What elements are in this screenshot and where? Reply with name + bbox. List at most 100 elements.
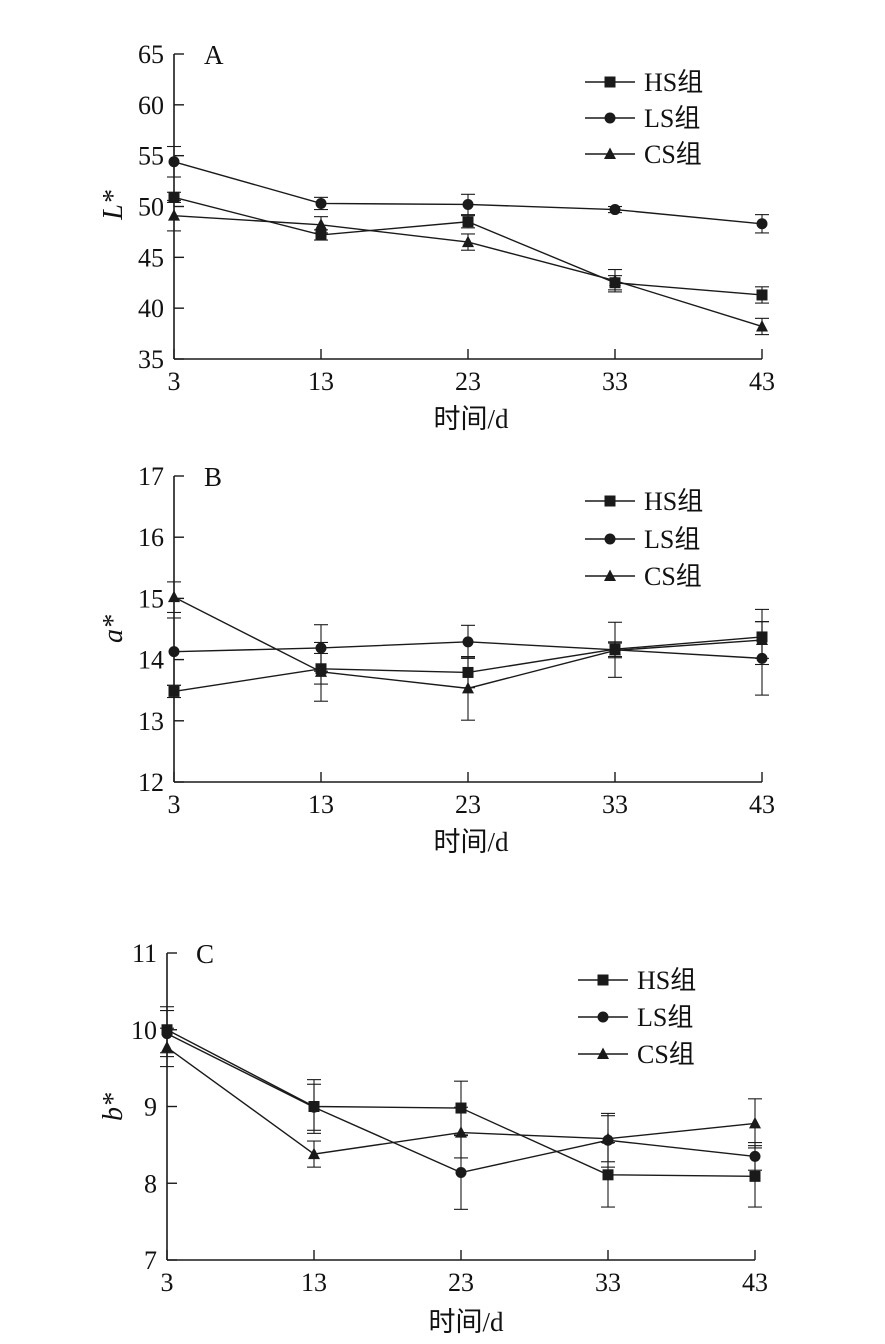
y-tick-label: 60 xyxy=(138,91,164,120)
series-triangle xyxy=(167,581,769,721)
y-tick-label: 13 xyxy=(138,707,164,736)
y-tick-label: 8 xyxy=(144,1169,157,1198)
data-point xyxy=(749,1150,761,1162)
data-point xyxy=(315,229,327,241)
data-point xyxy=(168,156,180,168)
legend-marker xyxy=(604,495,616,507)
data-point xyxy=(168,209,180,221)
legend-label: HS组 xyxy=(644,68,703,97)
y-tick-label: 55 xyxy=(138,142,164,171)
data-point xyxy=(602,1132,614,1144)
data-point xyxy=(609,204,621,216)
x-tick-label: 43 xyxy=(749,367,775,396)
y-tick-label: 40 xyxy=(138,294,164,323)
y-tick-label: 16 xyxy=(138,523,164,552)
y-tick-label: 10 xyxy=(131,1016,157,1045)
x-tick-label: 23 xyxy=(455,367,481,396)
x-tick-label: 33 xyxy=(602,790,628,819)
x-tick-label: 3 xyxy=(161,1268,174,1297)
legend-entry: HS组 xyxy=(585,487,703,516)
x-tick-label: 23 xyxy=(455,790,481,819)
legend-entry: HS组 xyxy=(585,68,703,97)
y-tick-label: 9 xyxy=(144,1093,157,1122)
legend-marker xyxy=(604,76,616,88)
data-point xyxy=(749,1116,761,1129)
legend-label: HS组 xyxy=(637,966,696,995)
y-tick-label: 17 xyxy=(138,462,164,491)
data-point xyxy=(168,685,180,697)
legend-label: CS组 xyxy=(644,140,702,169)
data-point xyxy=(756,633,768,646)
x-tick-label: 43 xyxy=(749,790,775,819)
data-point xyxy=(462,681,474,694)
legend-marker xyxy=(597,1047,609,1059)
y-tick-label: 50 xyxy=(138,193,164,222)
data-point xyxy=(315,197,327,209)
y-tick-label: 11 xyxy=(132,939,157,968)
chart-panel-a: 35 40 45 50 55 60 65 3 13 23 33 43 时间/d L* A HS组 LS组 CS组 xyxy=(98,40,775,434)
y-tick-label: 45 xyxy=(138,243,164,272)
x-tick-label: 23 xyxy=(448,1268,474,1297)
y-axis-label: L* xyxy=(98,190,129,221)
data-point xyxy=(462,636,474,648)
x-tick-label: 13 xyxy=(301,1268,327,1297)
x-tick-label: 3 xyxy=(168,367,181,396)
data-point xyxy=(602,1169,614,1181)
x-axis-label: 时间/d xyxy=(433,827,509,857)
legend-entry: CS组 xyxy=(578,1040,695,1069)
data-point xyxy=(462,235,474,248)
legend-label: LS组 xyxy=(644,525,700,554)
series-circle xyxy=(167,145,769,234)
x-tick-label: 33 xyxy=(602,367,628,396)
x-tick-label: 13 xyxy=(308,367,334,396)
legend-marker xyxy=(604,147,616,159)
data-point xyxy=(455,1126,467,1138)
series-line xyxy=(173,214,763,328)
y-tick-label: 35 xyxy=(138,345,164,374)
data-point xyxy=(455,1167,467,1179)
panel-label: A xyxy=(204,40,224,70)
y-axis-label: a* xyxy=(98,615,129,643)
legend-entry: LS组 xyxy=(585,104,700,133)
legend-label: CS组 xyxy=(644,562,702,591)
x-tick-label: 3 xyxy=(168,790,181,819)
data-point xyxy=(756,218,768,230)
legend-label: LS组 xyxy=(644,104,700,133)
y-tick-label: 12 xyxy=(138,768,164,797)
y-tick-label: 7 xyxy=(144,1246,157,1275)
chart-panel-c: 7 8 9 10 11 3 13 23 33 43 时间/d b* C HS组 LS组 CS组 xyxy=(98,939,768,1337)
data-point xyxy=(168,191,180,203)
data-point xyxy=(462,198,474,210)
y-tick-label: 14 xyxy=(138,646,164,675)
x-axis-label: 时间/d xyxy=(433,404,509,434)
legend-marker xyxy=(597,974,609,986)
legend-entry: HS组 xyxy=(578,966,696,995)
data-point xyxy=(315,218,327,230)
legend-label: LS组 xyxy=(637,1003,693,1032)
legend-entry: LS组 xyxy=(585,525,700,554)
y-tick-label: 65 xyxy=(138,40,164,69)
data-point xyxy=(168,646,180,658)
legend-marker xyxy=(604,569,616,581)
legend-marker xyxy=(604,112,616,124)
panel-label: B xyxy=(204,462,222,492)
x-tick-label: 43 xyxy=(742,1268,768,1297)
series-triangle xyxy=(160,1027,762,1168)
y-tick-label: 15 xyxy=(138,584,164,613)
data-point xyxy=(168,590,180,603)
legend-label: HS组 xyxy=(644,487,703,516)
legend-entry: LS组 xyxy=(578,1003,693,1032)
x-tick-label: 33 xyxy=(595,1268,621,1297)
data-point xyxy=(609,274,621,286)
panel-label: C xyxy=(196,939,214,969)
data-point xyxy=(756,319,768,332)
series-triangle xyxy=(167,199,769,336)
data-point xyxy=(609,643,621,656)
y-axis-label: b* xyxy=(98,1093,129,1121)
legend-entry: CS组 xyxy=(585,140,702,169)
legend-marker xyxy=(597,1011,609,1023)
data-point xyxy=(756,289,768,301)
chart-panel-b: 12 13 14 15 16 17 3 13 23 33 43 时间/d a* B HS组 LS组 CS组 xyxy=(98,462,775,857)
legend-label: CS组 xyxy=(637,1040,695,1069)
